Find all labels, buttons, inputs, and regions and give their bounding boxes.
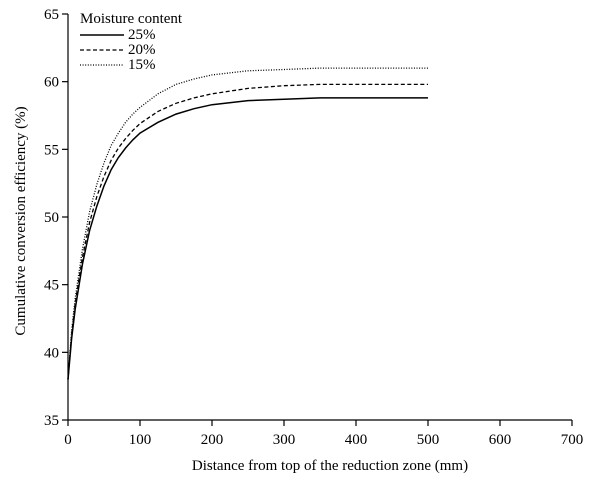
x-tick-label: 500 bbox=[417, 432, 440, 448]
legend-label: 20% bbox=[128, 42, 156, 58]
x-tick-label: 700 bbox=[561, 432, 584, 448]
series-line-20-percent bbox=[67, 83, 428, 380]
x-ticks: 0 100 200 300 400 500 600 700 bbox=[64, 420, 583, 448]
axes: 0 100 200 300 400 500 600 700 35 40 45 50 55 60 65 bbox=[44, 7, 583, 448]
legend-items: 25%20%15% bbox=[80, 27, 156, 73]
legend-title: Moisture content bbox=[80, 11, 183, 27]
x-tick-label: 0 bbox=[64, 432, 72, 448]
y-tick-label: 45 bbox=[44, 278, 59, 294]
y-ticks: 35 40 45 50 55 60 65 bbox=[44, 7, 68, 429]
y-tick-label: 40 bbox=[44, 345, 59, 361]
x-axis-label: Distance from top of the reduction zone … bbox=[192, 458, 468, 474]
x-tick-label: 300 bbox=[273, 432, 296, 448]
legend: Moisture content 25%20%15% bbox=[80, 11, 183, 73]
x-tick-label: 200 bbox=[201, 432, 224, 448]
y-tick-label: 50 bbox=[44, 210, 59, 226]
series-line-25-percent bbox=[67, 97, 428, 380]
y-tick-label: 65 bbox=[44, 7, 59, 23]
legend-label: 15% bbox=[128, 57, 156, 73]
series-layer bbox=[67, 67, 428, 380]
y-tick-label: 55 bbox=[44, 142, 59, 158]
x-tick-label: 100 bbox=[129, 432, 152, 448]
y-tick-label: 60 bbox=[44, 75, 59, 91]
y-axis-label: Cumulative conversion efficiency (%) bbox=[13, 106, 29, 335]
legend-label: 25% bbox=[128, 27, 156, 43]
x-tick-label: 600 bbox=[489, 432, 512, 448]
series-line-15-percent bbox=[67, 67, 428, 380]
x-tick-label: 400 bbox=[345, 432, 368, 448]
y-tick-label: 35 bbox=[44, 413, 59, 429]
